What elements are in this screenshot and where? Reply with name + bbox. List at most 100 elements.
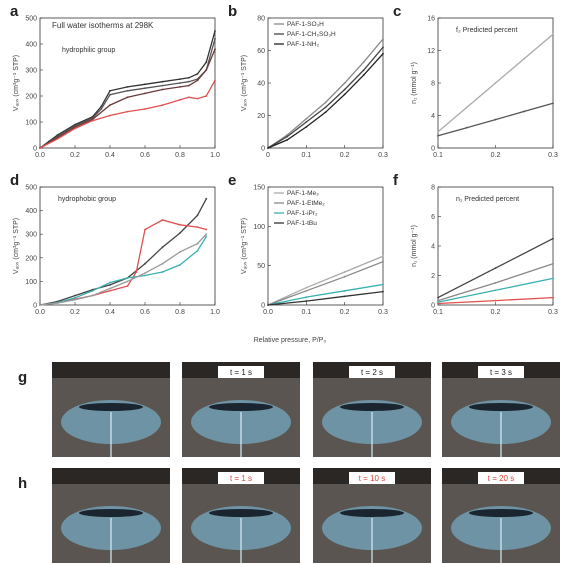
data-point — [91, 289, 94, 292]
y-tick-label: 0 — [261, 303, 265, 310]
data-point — [437, 299, 439, 302]
data-point — [437, 130, 439, 133]
series-line-4 — [39, 233, 207, 306]
data-point — [552, 237, 554, 240]
data-point — [161, 219, 164, 221]
droplet — [340, 403, 404, 411]
x-tick-label: 0.4 — [105, 309, 115, 316]
data-point — [161, 84, 164, 87]
chart-d: 0.0 0.2 0.4 0.6 0.8 1.0 0 100 200 300 400 500 Vₐₒₛ (… — [13, 185, 220, 317]
data-point — [343, 93, 346, 96]
series-line-2 — [267, 261, 384, 306]
y-tick-label: 0 — [431, 303, 435, 310]
data-point — [214, 30, 216, 32]
data-point — [91, 294, 94, 297]
photo-g-2: t = 1 s — [182, 362, 300, 457]
data-point — [205, 61, 208, 64]
panel-letter-g: g — [18, 369, 27, 386]
photo-top-band — [52, 362, 170, 378]
data-point — [187, 80, 190, 83]
data-point — [56, 302, 59, 305]
x-tick-label: 0.2 — [340, 309, 350, 316]
data-point — [56, 138, 59, 140]
y-tick-label: 40 — [257, 81, 265, 88]
y-tick-label: 8 — [431, 81, 435, 88]
data-point — [214, 79, 216, 82]
photo-top-band — [52, 468, 170, 484]
x-tick-label: 0.3 — [548, 309, 558, 316]
data-point — [324, 111, 327, 114]
x-tick-label: 1.0 — [210, 309, 220, 316]
panel-letter-f: f — [393, 172, 399, 189]
y-tick-label: 16 — [427, 16, 435, 23]
x-tick-label: 0 — [266, 152, 270, 159]
data-point — [39, 304, 41, 306]
droplet — [79, 509, 143, 517]
data-point — [205, 228, 208, 231]
panel-letter-d: d — [10, 172, 19, 189]
y-tick-label: 400 — [25, 208, 37, 215]
y-axis-label: Vₐₒₛ (cm³g⁻¹ STP) — [241, 218, 248, 274]
x-tick-label: 0.1 — [301, 309, 311, 316]
y-tick-label: 100 — [25, 120, 37, 127]
y-tick-label: 400 — [25, 42, 37, 49]
data-point — [161, 88, 164, 91]
data-point — [343, 295, 346, 298]
chart-annotation: hydrophobic group — [58, 196, 116, 203]
photo-h-1 — [52, 468, 170, 563]
x-tick-label: 0.1 — [433, 152, 443, 159]
data-point — [74, 127, 76, 130]
y-axis-label: n₁ (mmol g⁻¹) — [411, 62, 418, 104]
panel-letter-e: e — [228, 172, 236, 189]
x-tick-label: 0.0 — [263, 309, 273, 316]
data-point — [109, 284, 111, 286]
data-point — [161, 104, 164, 106]
data-point — [305, 125, 308, 128]
legend-label: PAF-1-CH₂SO₃H — [287, 31, 336, 38]
data-point — [286, 138, 289, 141]
data-point — [305, 296, 308, 299]
data-point — [267, 304, 269, 306]
data-point — [179, 86, 181, 88]
data-point — [465, 106, 468, 109]
plot-frame-d — [39, 186, 216, 306]
data-point — [437, 301, 439, 303]
y-tick-label: 300 — [25, 232, 37, 239]
time-stamp-label: t = 1 s — [230, 474, 252, 483]
data-point — [187, 76, 190, 79]
y-tick-label: 100 — [25, 279, 37, 286]
data-point — [305, 289, 308, 292]
y-tick-label: 50 — [257, 263, 265, 270]
x-tick-label: 0.8 — [175, 309, 185, 316]
data-point — [126, 276, 129, 279]
data-point — [161, 262, 164, 265]
x-tick-label: 0.3 — [548, 152, 558, 159]
data-point — [494, 118, 497, 121]
data-point — [552, 262, 554, 265]
data-point — [126, 280, 129, 283]
x-tick-label: 0.2 — [491, 152, 501, 159]
data-point — [161, 271, 164, 273]
series-line-4 — [267, 290, 384, 306]
time-stamp-label: t = 2 s — [361, 368, 383, 377]
data-point — [324, 101, 327, 104]
x-tick-label: 0.8 — [175, 152, 185, 159]
series-line-3 — [267, 283, 384, 306]
data-point — [305, 117, 308, 120]
data-point — [109, 104, 111, 106]
legend-label: PAF-1-NH₂ — [287, 41, 319, 48]
data-point — [205, 235, 208, 238]
data-point — [494, 82, 497, 84]
data-point — [343, 82, 346, 84]
legend-label: PAF-1-tBu — [287, 220, 317, 227]
data-point — [552, 102, 554, 105]
data-point — [161, 80, 164, 83]
data-point — [100, 108, 103, 110]
chart-annotation: f₂ Predicted percent — [456, 27, 518, 34]
data-point — [305, 300, 308, 302]
data-point — [437, 296, 439, 299]
data-point — [126, 285, 129, 288]
data-point — [144, 108, 146, 110]
chart-f: 0.1 0.2 0.3 0 2 4 6 8 n₁ (mmol g⁻¹) n₁ Predicted … — [411, 185, 558, 317]
data-point — [552, 296, 554, 299]
